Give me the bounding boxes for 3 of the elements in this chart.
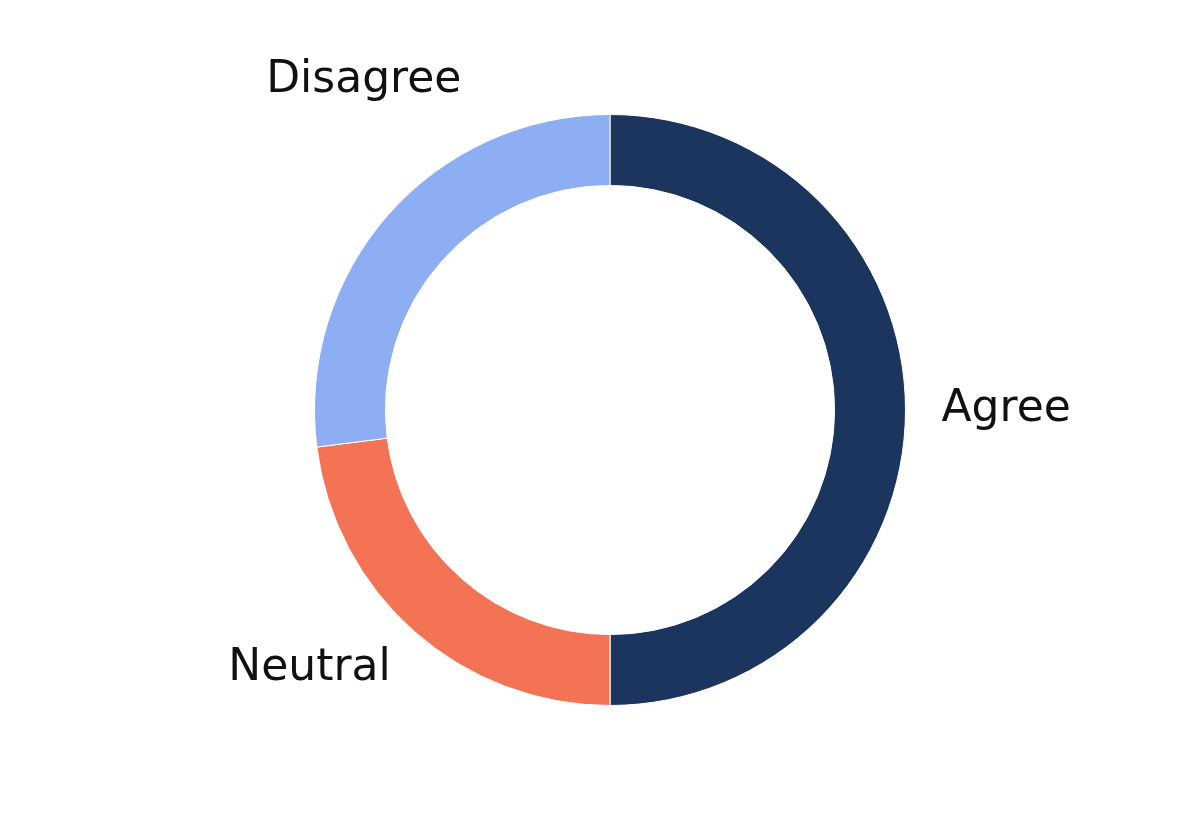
slice-label: Neutral <box>228 639 391 691</box>
slice-label: Agree <box>941 380 1071 432</box>
slice-label: Disagree <box>266 51 462 103</box>
